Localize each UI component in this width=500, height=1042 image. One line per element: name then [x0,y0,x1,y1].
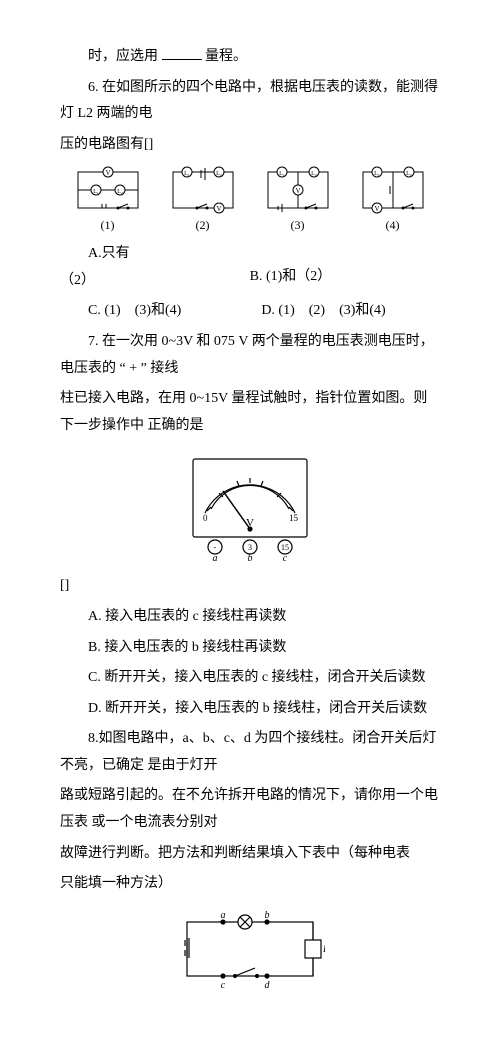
circuit-diagram-icon: L₁ L₂ V [262,166,334,214]
q-prefix-a: 时，应选用 [88,49,158,64]
blank-line [162,45,202,60]
q6-cap1: (1) [72,214,144,237]
q6-optA: A.只有 （2） [60,241,130,294]
q7-meter-wrap: 0 15 V - 3 15 a b c [60,451,440,561]
q8-line1: 8.如图电路中，a、b、c、d 为四个接线柱。闭合开关后灯不亮，已确定 是由于灯… [60,726,440,779]
q8-line3: 故障进行判断。把方法和判断结果填入下表中（每种电表 [60,841,440,868]
q6-optC: C. (1) (3)和(4) [60,298,181,325]
q-prefix-line: 时，应选用 量程。 [60,44,440,71]
q7-bracket: [] [60,573,440,600]
q6-optA-suf: （2） [60,273,95,288]
q6-fig2: L₁ L₂ V (2) [167,166,239,237]
svg-text:b: b [248,553,253,561]
svg-text:L₂: L₂ [216,171,222,177]
q6-cap3: (3) [262,214,334,237]
svg-text:V: V [295,187,300,195]
q6-optD: D. (1) (2) (3)和(4) [261,298,385,325]
q7-optD: D. 断开开关，接入电压表的 b 接线柱，闭合开关后读数 [60,696,440,723]
q6-optB: B. (1)和（2） [250,241,332,294]
q8-line2: 路或短路引起的。在不允许拆开电路的情况下，请你用一个电压表 或一个电流表分别对 [60,783,440,836]
q6-fig4: L₁ L₂ V (4) [357,166,429,237]
svg-text:d: d [265,980,271,990]
svg-text:-: - [214,543,217,552]
q6-line2: 压的电路图有[] [60,132,440,159]
svg-text:L₂: L₂ [117,189,123,195]
svg-text:3: 3 [248,543,252,552]
svg-text:c: c [283,553,288,561]
q6-line1: 6. 在如图所示的四个电路中，根据电压表的读数，能测得灯 L2 两端的电 [60,75,440,128]
q7-optA: A. 接入电压表的 c 接线柱再读数 [60,604,440,631]
q6-choices-row1: A.只有 （2） B. (1)和（2） [60,241,440,294]
svg-text:a: a [213,553,218,561]
svg-text:L₁: L₁ [279,171,285,177]
q6-optA-pre: A.只有 [88,246,130,261]
voltmeter-icon: 0 15 V - 3 15 a b c [185,451,315,561]
q7-line1: 7. 在一次用 0~3V 和 075 V 两个量程的电压表测电压时，电压表的 “… [60,329,440,382]
svg-text:V: V [105,169,110,177]
svg-text:a: a [221,910,226,921]
q7-optC: C. 断开开关，接入电压表的 c 接线柱，闭合开关后读数 [60,665,440,692]
svg-text:L₂: L₂ [311,171,317,177]
q8-circuit-wrap: a b R c d [60,910,440,990]
svg-text:V: V [246,517,254,529]
svg-text:0: 0 [203,513,208,523]
svg-text:V: V [216,205,221,213]
svg-text:L₁: L₁ [93,189,99,195]
q8-line4: 只能填一种方法） [60,871,440,898]
circuit-diagram-icon: a b R c d [175,910,325,990]
q6-num: 6. [88,80,99,95]
circuit-diagram-icon: L₁ L₂ V [167,166,239,214]
svg-text:15: 15 [281,543,289,552]
circuit-diagram-icon: L₁ L₂ V [357,166,429,214]
q6-choices-row2: C. (1) (3)和(4) D. (1) (2) (3)和(4) [60,298,440,325]
svg-text:15: 15 [289,513,299,523]
q6-fig3: L₁ L₂ V (3) [262,166,334,237]
q6-figures: L₁ L₂ V (1) L₁ L₂ V (2) [60,166,440,237]
q7-line2: 柱已接入电路，在用 0~15V 量程试触时，指针位置如图。则下一步操作中 正确的… [60,386,440,439]
circuit-diagram-icon: L₁ L₂ V [72,166,144,214]
q-prefix-b: 量程。 [205,49,247,64]
q6-cap2: (2) [167,214,239,237]
q6-text1: 在如图所示的四个电路中，根据电压表的读数，能测得灯 L2 两端的电 [60,80,438,122]
svg-text:R: R [322,944,325,955]
q6-cap4: (4) [357,214,429,237]
svg-text:b: b [265,910,270,921]
svg-text:L₁: L₁ [374,171,380,177]
svg-text:L₁: L₁ [184,171,190,177]
svg-text:V: V [374,205,379,213]
q6-fig1: L₁ L₂ V (1) [72,166,144,237]
svg-text:c: c [221,980,226,990]
q7-optB: B. 接入电压表的 b 接线柱再读数 [60,635,440,662]
svg-text:L₂: L₂ [406,171,412,177]
